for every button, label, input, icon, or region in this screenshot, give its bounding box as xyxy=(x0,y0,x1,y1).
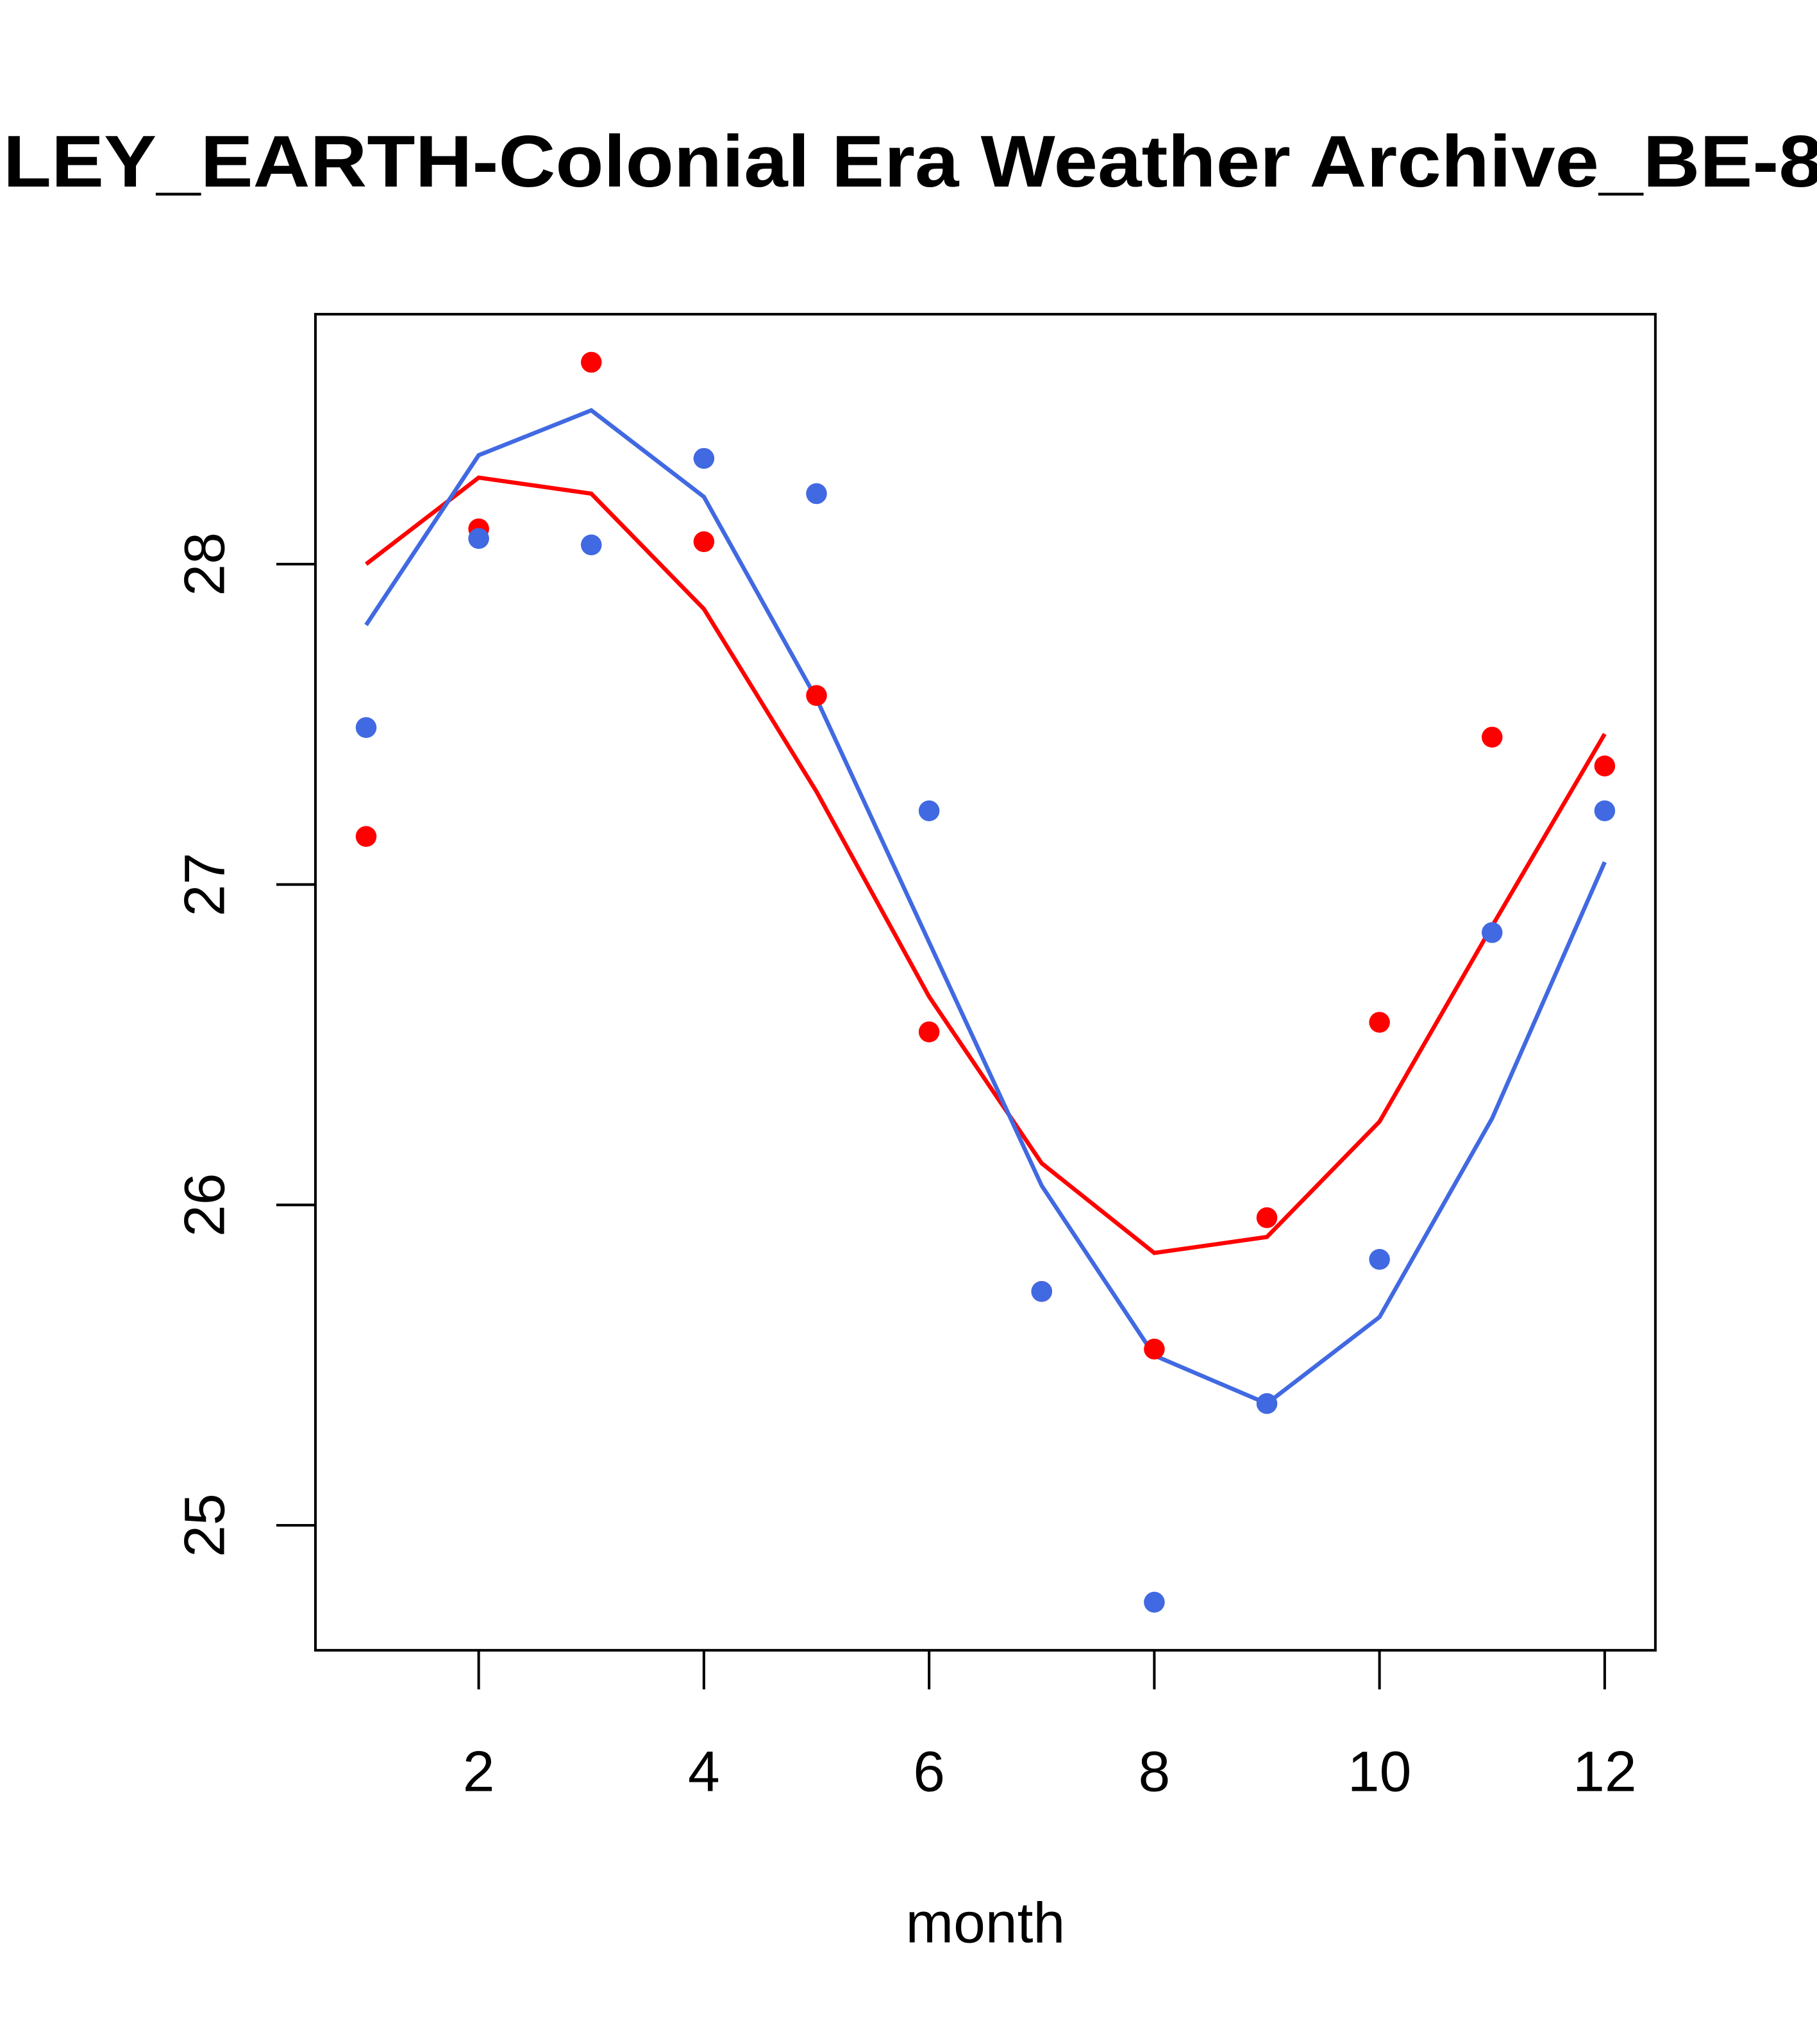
plot-series xyxy=(355,351,1616,1613)
red-points-point xyxy=(1256,1207,1278,1228)
blue-line xyxy=(364,408,1607,1406)
x-tick-label: 8 xyxy=(1139,1739,1171,1803)
red-points-point xyxy=(1481,726,1503,748)
red-points-point xyxy=(918,1021,940,1043)
blue-points-point xyxy=(1031,1280,1053,1302)
red-points-point xyxy=(1594,755,1616,776)
y-tick-label: 27 xyxy=(172,853,237,916)
red-points-point xyxy=(355,826,377,847)
plot-frame xyxy=(314,313,1657,1652)
blue-points-point xyxy=(1481,922,1503,943)
red-points-point xyxy=(580,351,602,373)
red-points-point xyxy=(693,531,715,553)
blue-points-point xyxy=(806,483,827,505)
blue-points-point xyxy=(468,528,489,549)
x-axis: 2 4 6 8 10 12 xyxy=(463,1650,1637,1803)
x-tick-label: 6 xyxy=(913,1739,945,1803)
y-tick-label: 25 xyxy=(172,1493,237,1557)
blue-points-point xyxy=(580,534,602,556)
x-tick-label: 2 xyxy=(463,1739,495,1803)
red-line xyxy=(365,475,1607,1255)
blue-points-point xyxy=(918,800,940,821)
x-tick-label: 4 xyxy=(688,1739,720,1803)
blue-points-point xyxy=(1256,1393,1278,1414)
y-axis: 25 26 27 28 xyxy=(172,532,315,1557)
x-axis-label: month xyxy=(906,1890,1066,1954)
red-points-point xyxy=(1369,1012,1390,1033)
chart-title: ELEY_EARTH-Colonial Era Weather Archive_… xyxy=(0,121,1817,203)
blue-points-point xyxy=(1594,800,1616,821)
blue-points-point xyxy=(1369,1248,1390,1270)
red-points-point xyxy=(1144,1338,1165,1360)
blue-points-point xyxy=(693,448,715,469)
y-tick-label: 28 xyxy=(172,532,237,596)
blue-points-point xyxy=(1144,1591,1165,1613)
blue-points-point xyxy=(355,717,377,738)
x-tick-label: 12 xyxy=(1573,1739,1636,1803)
x-tick-label: 10 xyxy=(1348,1739,1411,1803)
red-points-point xyxy=(806,685,827,707)
y-tick-label: 26 xyxy=(172,1173,237,1237)
